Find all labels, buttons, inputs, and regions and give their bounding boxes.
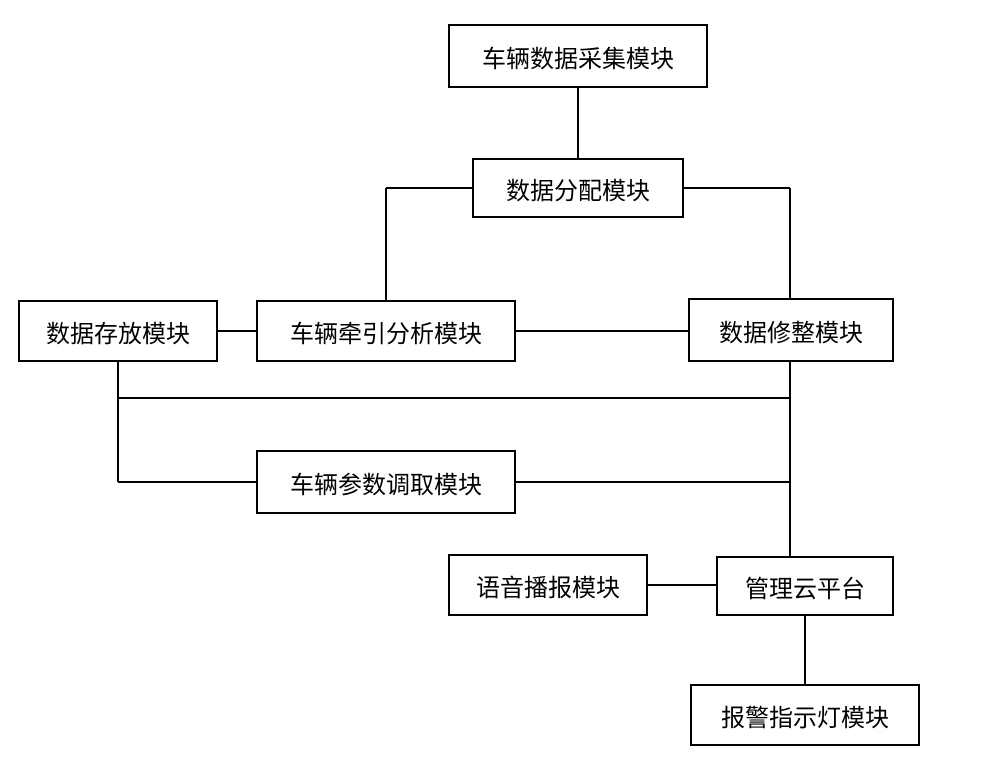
edges-layer <box>0 0 1000 760</box>
node-alarm-indicator: 报警指示灯模块 <box>690 684 920 746</box>
node-cloud-management-platform: 管理云平台 <box>716 556 894 616</box>
node-label: 车辆参数调取模块 <box>290 465 482 500</box>
diagram-canvas: 车辆数据采集模块 数据分配模块 数据存放模块 车辆牵引分析模块 数据修整模块 车… <box>0 0 1000 760</box>
node-data-storage: 数据存放模块 <box>18 300 218 362</box>
node-label: 数据修整模块 <box>719 313 863 348</box>
node-data-trimming: 数据修整模块 <box>688 298 894 362</box>
node-label: 报警指示灯模块 <box>721 698 889 733</box>
node-label: 车辆数据采集模块 <box>482 39 674 74</box>
node-vehicle-traction-analysis: 车辆牵引分析模块 <box>256 300 516 362</box>
node-label: 数据存放模块 <box>46 314 190 349</box>
node-vehicle-param-retrieval: 车辆参数调取模块 <box>256 450 516 514</box>
node-label: 数据分配模块 <box>506 171 650 206</box>
node-label: 语音播报模块 <box>476 568 620 603</box>
node-label: 管理云平台 <box>745 569 865 604</box>
node-voice-broadcast: 语音播报模块 <box>448 554 648 616</box>
node-label: 车辆牵引分析模块 <box>290 314 482 349</box>
node-vehicle-data-collection: 车辆数据采集模块 <box>448 24 708 88</box>
node-data-distribution: 数据分配模块 <box>472 158 684 218</box>
